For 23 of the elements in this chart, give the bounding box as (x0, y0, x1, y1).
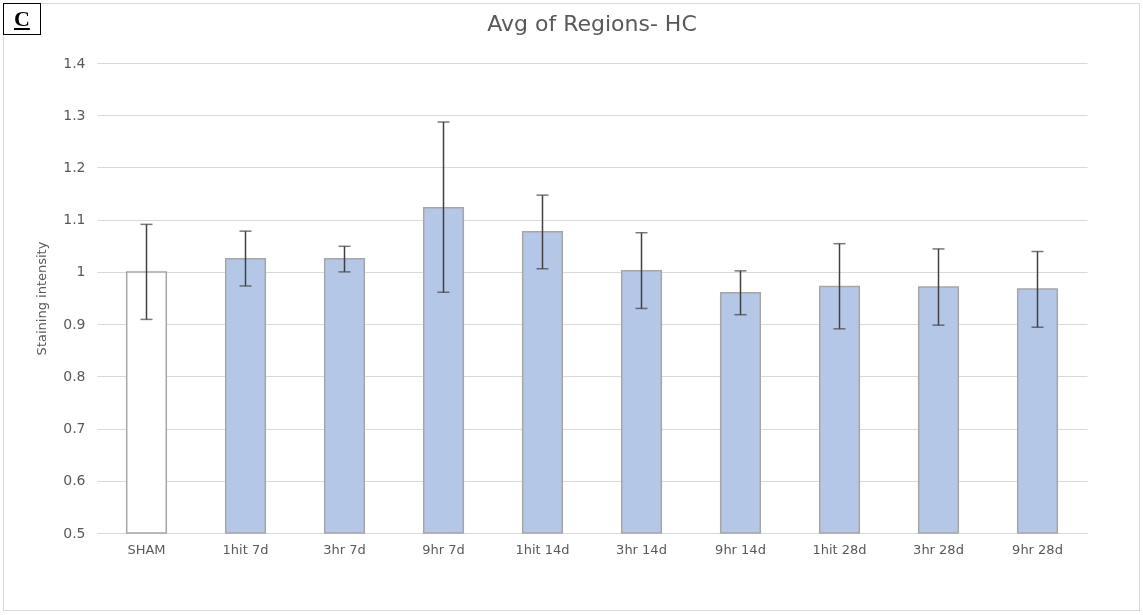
x-tick-label: 3hr 7d (323, 541, 366, 557)
x-tick-label: SHAM (127, 541, 166, 557)
y-tick-label: 0.6 (63, 472, 86, 489)
y-tick-label: 0.7 (63, 420, 86, 437)
y-tick-label: 0.9 (63, 315, 86, 332)
y-tick-label: 1.4 (63, 54, 86, 71)
x-tick-label: 9hr 14d (715, 541, 766, 557)
y-tick-label: 1.2 (63, 158, 86, 175)
x-tick-label: 3hr 28d (913, 541, 964, 557)
x-tick-label: 9hr 28d (1012, 541, 1063, 557)
y-tick-label: 0.8 (63, 367, 86, 384)
y-axis-title: Staining intensity (34, 241, 50, 356)
y-tick-label: 1 (76, 263, 86, 280)
x-tick-label: 1hit 14d (515, 541, 570, 557)
text: C (3, 3, 41, 35)
y-tick-label: 1.3 (63, 106, 86, 123)
x-tick-label: 1hit 7d (222, 541, 269, 557)
x-tick-label: 9hr 7d (422, 541, 465, 557)
x-tick-label: 1hit 28d (812, 541, 867, 557)
y-tick-label: 0.5 (63, 524, 86, 541)
chart-title: Avg of Regions- HC (487, 11, 697, 36)
x-tick-label: 3hr 14d (616, 541, 667, 557)
y-tick-label: 1.1 (63, 211, 86, 228)
